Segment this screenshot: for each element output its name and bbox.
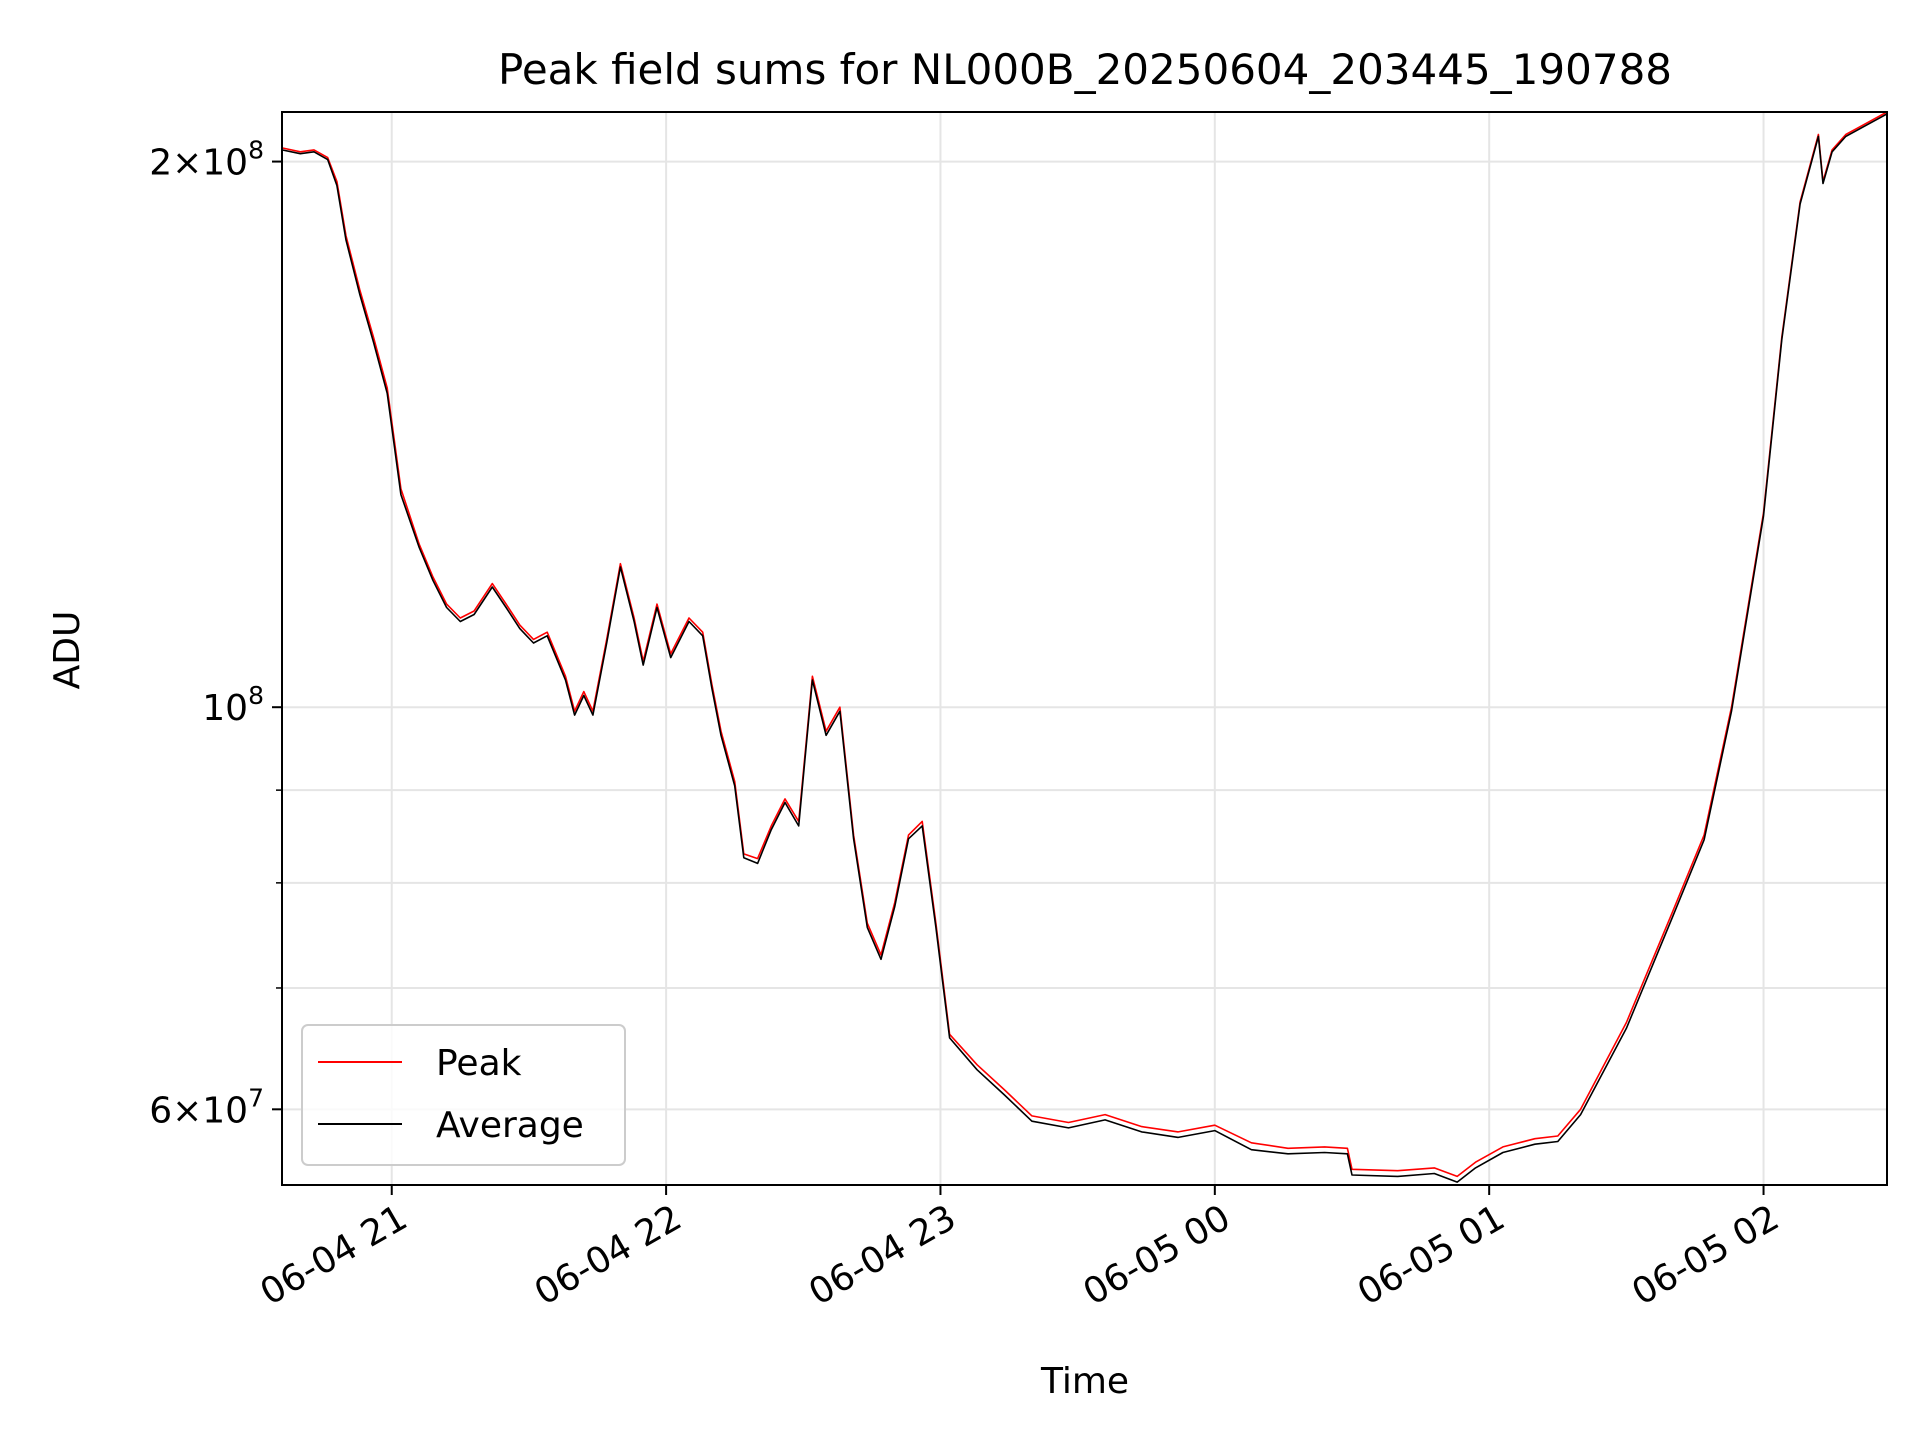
series-line-average bbox=[281, 113, 1888, 1183]
y-tick-label: 6×107 bbox=[149, 1083, 264, 1131]
y-tick-label: 2×108 bbox=[149, 136, 264, 184]
y-axis-label: ADU bbox=[47, 611, 88, 690]
y-tick-label: 108 bbox=[202, 681, 264, 729]
series-layer bbox=[281, 111, 1888, 1183]
x-axis-label: Time bbox=[1040, 1361, 1129, 1402]
legend: Peak Average bbox=[301, 1024, 626, 1166]
legend-label-peak: Peak bbox=[436, 1043, 522, 1084]
series-line-peak bbox=[281, 111, 1888, 1178]
chart-title: Peak field sums for NL000B_20250604_2034… bbox=[498, 45, 1672, 94]
axes-frame bbox=[281, 111, 1888, 1186]
legend-label-average: Average bbox=[436, 1105, 584, 1146]
legend-box bbox=[301, 1024, 626, 1166]
